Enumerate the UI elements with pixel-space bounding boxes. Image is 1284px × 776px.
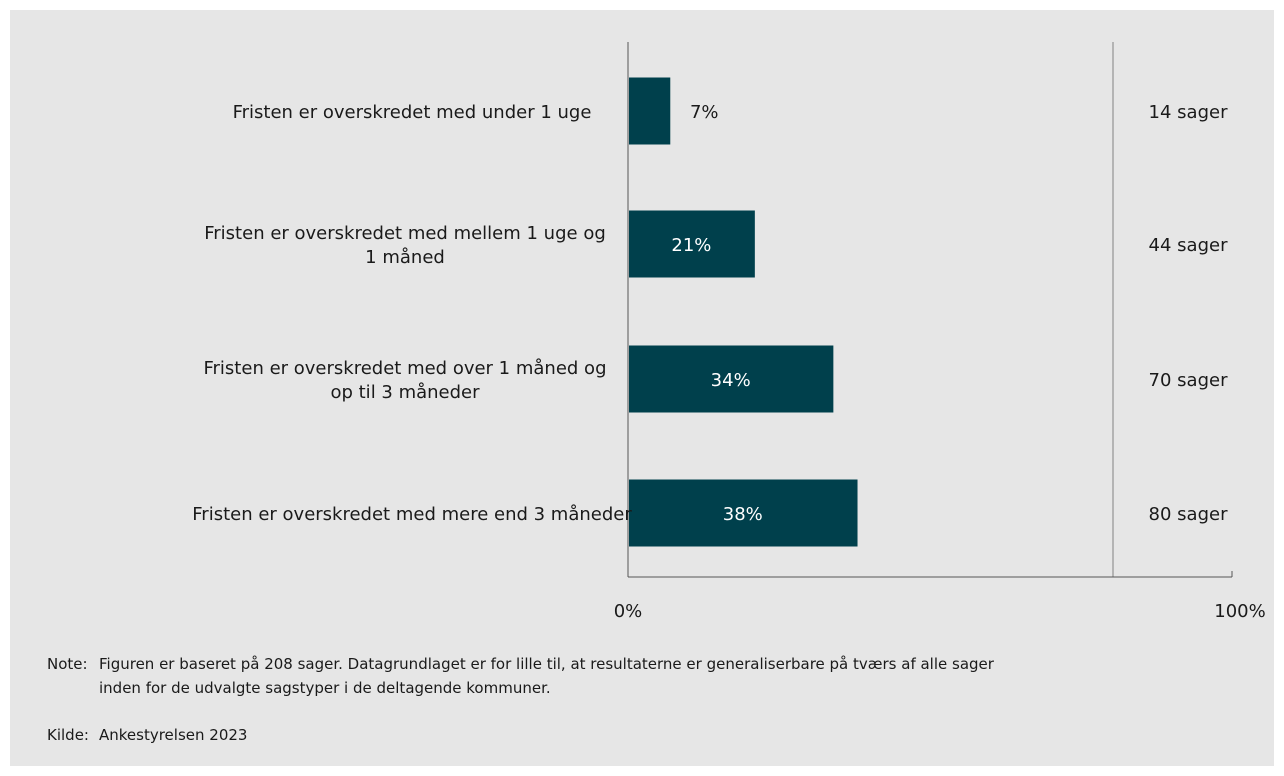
category-label-line: Fristen er overskredet med mellem 1 uge … <box>204 223 606 244</box>
note-block: Note: Figuren er baseret på 208 sager. D… <box>47 652 1269 700</box>
case-count-label: 80 sager <box>1149 504 1229 525</box>
note-line-2: inden for de udvalgte sagstyper i de del… <box>99 679 551 697</box>
bar <box>629 77 671 145</box>
x-tick-label: 0% <box>614 601 643 622</box>
chart-panel: 0% 100% 7% Fristen er overskredet med under… <box>10 10 1274 766</box>
bar-value-label: 21% <box>671 235 711 256</box>
case-count-label: 14 sager <box>1149 102 1229 123</box>
category-label: Fristen er overskredet med under 1 uge <box>233 102 592 123</box>
note-label: Note: <box>47 655 88 673</box>
bar-chart: 0% 100% 7% Fristen er overskredet med under… <box>192 42 1266 622</box>
bar-value-label: 38% <box>723 504 763 525</box>
category-label-line: op til 3 måneder <box>330 382 480 403</box>
bar <box>629 345 834 413</box>
x-tick-label: 100% <box>1214 601 1265 622</box>
bar-value-label: 34% <box>711 370 751 391</box>
category-label: Fristen er overskredet med mellem 1 uge … <box>204 223 606 268</box>
bar-value-label: 7% <box>690 102 719 123</box>
category-label-line: 1 måned <box>365 247 445 268</box>
note-line-1: Figuren er baseret på 208 sager. Datagru… <box>99 655 994 673</box>
case-count-label: 70 sager <box>1149 370 1229 391</box>
source-block: Kilde: Ankestyrelsen 2023 <box>47 723 1269 747</box>
category-label-line: Fristen er overskredet med over 1 måned … <box>203 358 606 379</box>
category-label: Fristen er overskredet med mere end 3 må… <box>192 504 632 525</box>
source-label: Kilde: <box>47 726 89 744</box>
category-label-line: Fristen er overskredet med mere end 3 må… <box>192 504 632 525</box>
source-text: Ankestyrelsen 2023 <box>99 726 248 744</box>
category-label: Fristen er overskredet med over 1 måned … <box>203 358 606 403</box>
bar <box>629 210 755 278</box>
category-label-line: Fristen er overskredet med under 1 uge <box>233 102 592 123</box>
case-count-label: 44 sager <box>1149 235 1229 256</box>
bar <box>629 479 858 547</box>
